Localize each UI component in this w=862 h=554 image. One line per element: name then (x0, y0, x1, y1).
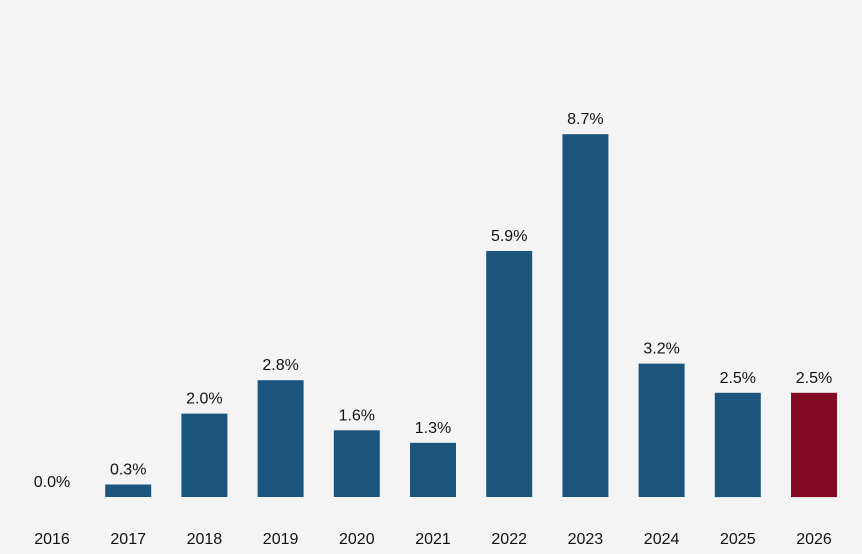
x-tick-label-2017: 2017 (110, 531, 146, 548)
value-label-2019: 2.8% (262, 357, 298, 374)
x-tick-label-2022: 2022 (491, 531, 527, 548)
value-label-2024: 3.2% (643, 341, 679, 358)
x-tick-label-2019: 2019 (263, 531, 299, 548)
bar-2023 (562, 134, 609, 497)
bar-2019 (257, 380, 304, 497)
bar-2022 (486, 251, 533, 497)
bar-2021 (410, 442, 456, 497)
x-tick-label-2018: 2018 (187, 531, 223, 548)
value-label-2026: 2.5% (796, 370, 832, 387)
value-label-2020: 1.6% (339, 407, 375, 424)
x-tick-label-2016: 2016 (34, 531, 70, 548)
x-tick-label-2023: 2023 (568, 531, 604, 548)
x-tick-label-2026: 2026 (796, 531, 832, 548)
value-labels-group: 0.0% 0.3% 2.0% 2.8% 1.6% 1.3% 5.9% 8.7% 3.2% 2.5%… (34, 111, 832, 491)
value-label-2022: 5.9% (491, 228, 527, 245)
x-tick-label-2020: 2020 (339, 531, 375, 548)
bars-group (105, 134, 837, 498)
bar-2017 (105, 484, 152, 497)
bar-2026 (791, 392, 837, 498)
value-label-2017: 0.3% (110, 462, 146, 479)
value-label-2025: 2.5% (720, 370, 756, 387)
x-tick-label-2024: 2024 (644, 531, 680, 548)
value-label-2018: 2.0% (186, 391, 222, 408)
bar-2024 (638, 363, 685, 497)
x-tick-label-2021: 2021 (415, 531, 451, 548)
x-axis-tick-labels: 2016 2017 2018 2019 2020 2021 2022 2023 2024 2025… (34, 531, 832, 548)
bar-2018 (181, 413, 228, 497)
bar-2020 (333, 430, 380, 497)
value-label-2021: 1.3% (415, 420, 451, 437)
bar-2025 (714, 392, 761, 498)
x-tick-label-2025: 2025 (720, 531, 756, 548)
value-label-2023: 8.7% (567, 111, 603, 128)
value-label-2016: 0.0% (34, 474, 70, 491)
